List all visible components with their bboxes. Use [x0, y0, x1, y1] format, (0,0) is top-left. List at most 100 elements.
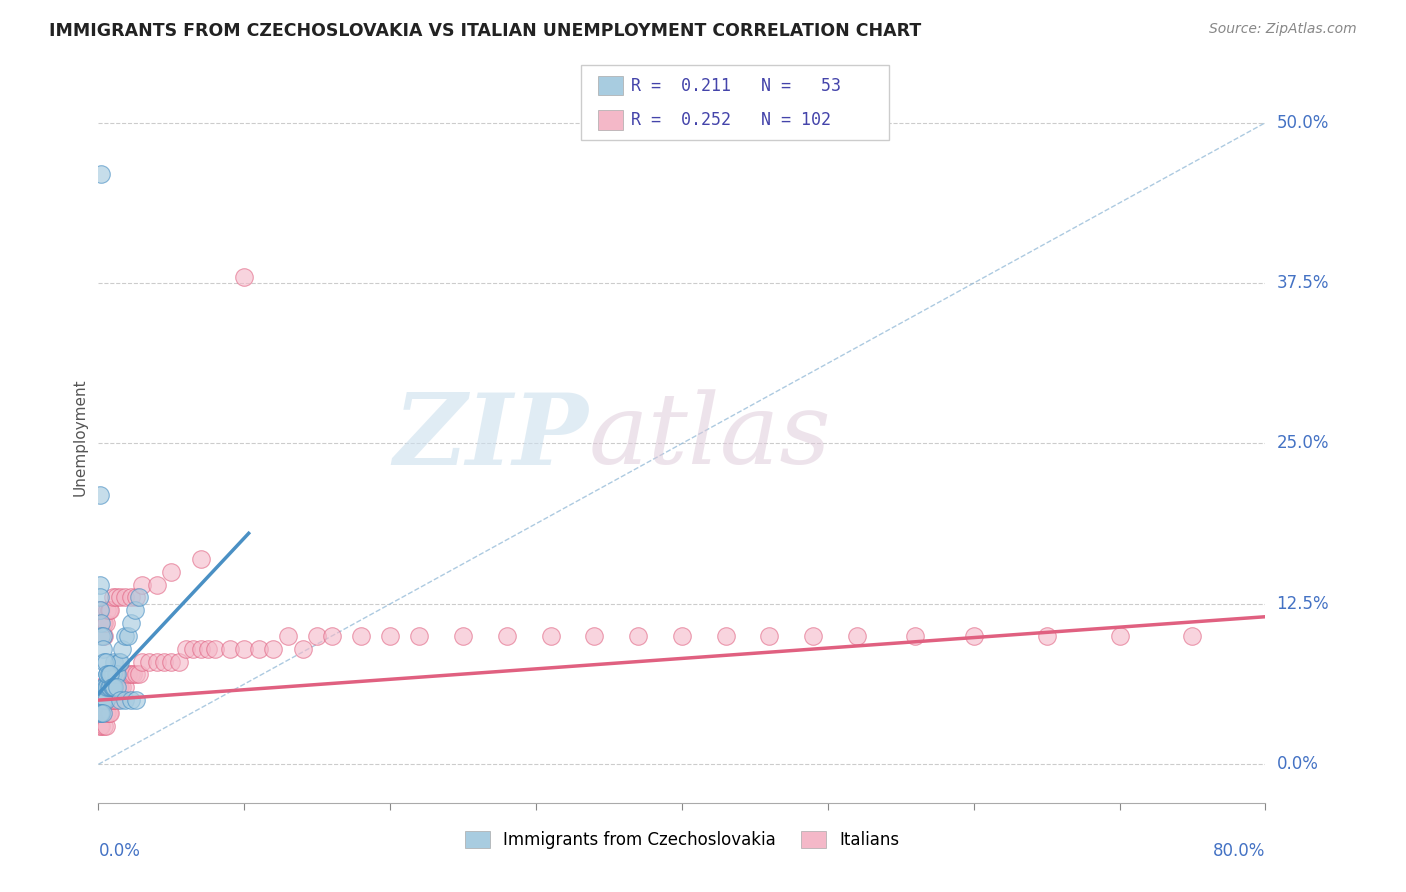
Point: [101, 667, 124, 681]
Point: [125, 667, 148, 681]
Point: [262, 641, 284, 656]
Point: [197, 641, 219, 656]
Point: [291, 641, 314, 656]
Point: [89, 706, 111, 720]
Point: [108, 655, 131, 669]
Point: [120, 591, 142, 605]
Point: [120, 616, 142, 631]
Point: [125, 591, 148, 605]
Point: [190, 641, 212, 656]
Point: [93, 693, 115, 707]
Point: [90, 603, 112, 617]
Legend: Immigrants from Czechoslovakia, Italians: Immigrants from Czechoslovakia, Italians: [464, 831, 900, 849]
Point: [91, 629, 114, 643]
Point: [101, 693, 124, 707]
Text: Source: ZipAtlas.com: Source: ZipAtlas.com: [1209, 22, 1357, 37]
Point: [91, 693, 114, 707]
Text: 12.5%: 12.5%: [1277, 595, 1329, 613]
Point: [91, 641, 114, 656]
Point: [128, 591, 150, 605]
Point: [104, 681, 127, 695]
Point: [89, 706, 111, 720]
Point: [904, 629, 927, 643]
Point: [120, 693, 142, 707]
Point: [90, 616, 112, 631]
Text: R =  0.211   N =   53: R = 0.211 N = 53: [631, 77, 841, 95]
Point: [98, 667, 121, 681]
Point: [131, 655, 153, 669]
Point: [128, 667, 150, 681]
Point: [112, 667, 135, 681]
Point: [124, 603, 146, 617]
Point: [89, 603, 111, 617]
Point: [307, 629, 329, 643]
Point: [583, 629, 606, 643]
Point: [758, 629, 780, 643]
Point: [104, 591, 127, 605]
Text: 80.0%: 80.0%: [1213, 842, 1265, 860]
Text: ZIP: ZIP: [394, 389, 589, 485]
Point: [801, 629, 824, 643]
Point: [190, 552, 212, 566]
Point: [93, 719, 115, 733]
Point: [846, 629, 869, 643]
Point: [125, 693, 148, 707]
Point: [1108, 629, 1130, 643]
Text: 50.0%: 50.0%: [1277, 113, 1329, 132]
Point: [97, 706, 120, 720]
Point: [671, 629, 693, 643]
Point: [101, 681, 124, 695]
Point: [90, 629, 112, 643]
Y-axis label: Unemployment: Unemployment: [72, 378, 87, 496]
Text: R =  0.252   N = 102: R = 0.252 N = 102: [631, 111, 831, 128]
Point: [97, 693, 120, 707]
Point: [94, 693, 117, 707]
Point: [153, 655, 176, 669]
Point: [160, 655, 183, 669]
Point: [91, 706, 114, 720]
Point: [1181, 629, 1204, 643]
Point: [138, 655, 160, 669]
Point: [89, 693, 111, 707]
Point: [89, 681, 111, 695]
Point: [89, 591, 111, 605]
Point: [96, 693, 118, 707]
Point: [100, 693, 122, 707]
Point: [408, 629, 430, 643]
Point: [100, 681, 122, 695]
Point: [451, 629, 474, 643]
Point: [97, 681, 120, 695]
Point: [91, 681, 114, 695]
Point: [540, 629, 562, 643]
Point: [93, 655, 115, 669]
Point: [627, 629, 650, 643]
Text: 25.0%: 25.0%: [1277, 434, 1329, 452]
Text: 0.0%: 0.0%: [1277, 756, 1319, 773]
Point: [117, 667, 139, 681]
Point: [146, 655, 169, 669]
Point: [233, 269, 256, 284]
Point: [90, 706, 112, 720]
Point: [94, 681, 117, 695]
Point: [89, 693, 111, 707]
Point: [98, 693, 121, 707]
Point: [114, 693, 136, 707]
Point: [91, 706, 114, 720]
Point: [98, 603, 121, 617]
Point: [114, 681, 136, 695]
Point: [96, 603, 118, 617]
Point: [89, 616, 111, 631]
Point: [89, 603, 111, 617]
Point: [277, 629, 299, 643]
Point: [98, 681, 121, 695]
Point: [350, 629, 373, 643]
Point: [962, 629, 984, 643]
Point: [103, 655, 125, 669]
Point: [98, 667, 121, 681]
Point: [90, 167, 112, 181]
Point: [714, 629, 737, 643]
Point: [204, 641, 226, 656]
Point: [114, 591, 136, 605]
Point: [93, 681, 115, 695]
Point: [101, 591, 124, 605]
